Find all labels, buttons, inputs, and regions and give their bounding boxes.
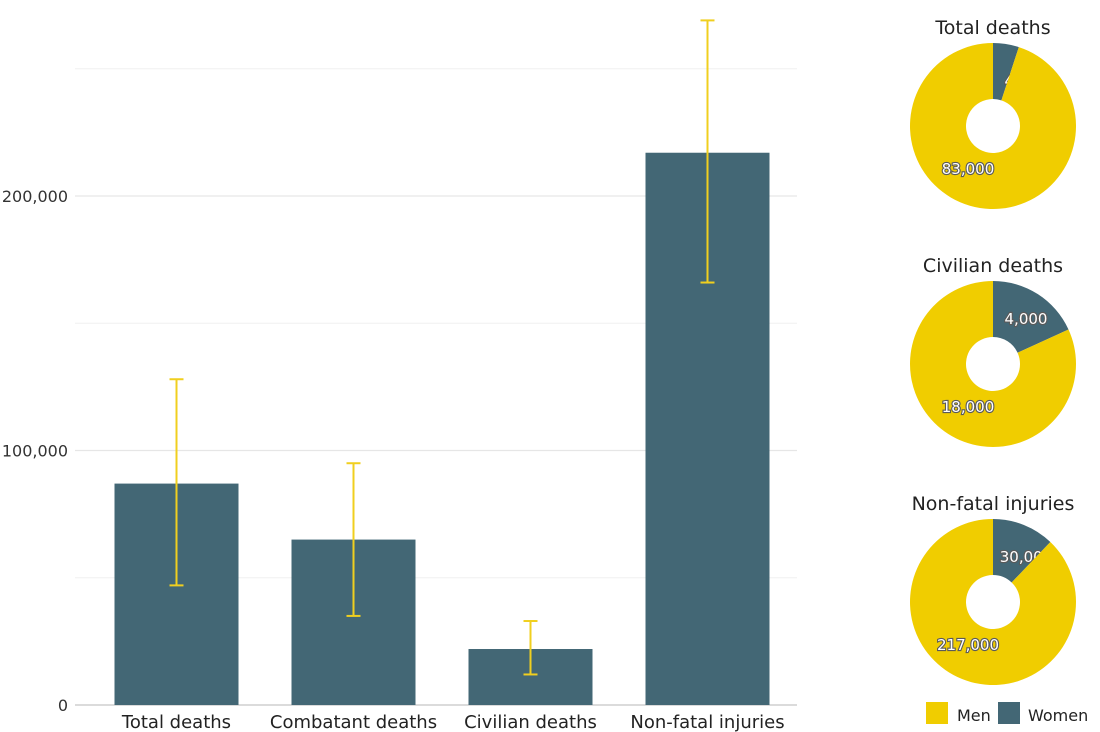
legend-swatch xyxy=(998,702,1020,724)
pie-slice xyxy=(909,280,1076,447)
pie-slice xyxy=(993,43,1019,101)
bar-chart: 0 100,000 200,000 Total deaths Combatant dea… xyxy=(2,19,797,732)
pie-data-label: 18,000 xyxy=(942,398,995,416)
legend-label: Women xyxy=(1028,706,1088,725)
pie-data-label: 217,000 xyxy=(937,636,999,654)
pie-title: Total deaths xyxy=(934,17,1050,39)
x-category-label: Non-fatal injuries xyxy=(630,712,784,732)
x-category-label: Total deaths xyxy=(121,712,231,732)
pie-slice xyxy=(910,519,1076,685)
pie-data-label: 4,000 xyxy=(1005,310,1048,328)
legend-label: Men xyxy=(957,706,991,725)
pie-slice xyxy=(910,43,1076,209)
pie-slice xyxy=(993,281,1069,353)
y-tick-label: 0 xyxy=(58,696,68,715)
pie-title: Non-fatal injuries xyxy=(912,493,1075,515)
x-category-label: Civilian deaths xyxy=(464,712,597,732)
pie-data-label: 83,000 xyxy=(942,160,995,178)
pie-slice xyxy=(993,519,1051,583)
legend: Men Women xyxy=(926,702,1088,725)
pie-title: Civilian deaths xyxy=(923,255,1063,277)
y-tick-label: 200,000 xyxy=(2,187,68,206)
y-tick-label: 100,000 xyxy=(2,442,68,461)
donut-chart: Civilian deaths 4,000 18,000 xyxy=(909,255,1076,447)
legend-swatch xyxy=(926,702,948,724)
x-category-label: Combatant deaths xyxy=(270,712,437,732)
